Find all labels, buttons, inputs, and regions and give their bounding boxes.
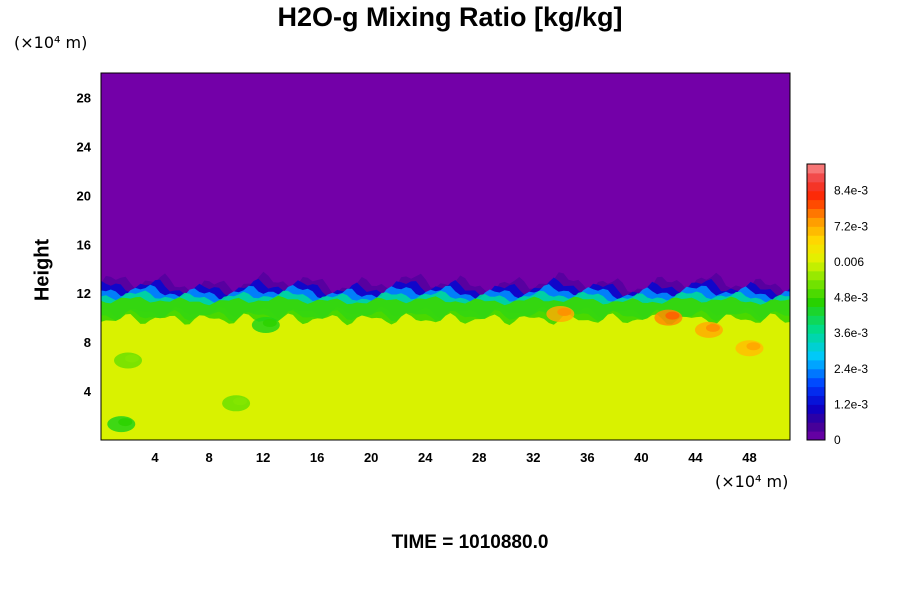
colorbar-tick-label: 0 [834,433,841,447]
y-tick-label: 8 [84,335,91,350]
colorbar-segment [807,172,825,183]
x-tick-label: 36 [580,450,594,465]
colorbar-segment [807,404,825,414]
x-axis-unit: (×10⁴ m) [715,472,789,491]
colorbar-segment [807,395,825,405]
colorbar-tick-label: 7.2e-3 [834,219,868,233]
x-tick-label: 8 [205,450,212,465]
colorbar-segment [807,413,825,423]
colorbar-tick-label: 3.6e-3 [834,326,868,340]
time-label: TIME = 1010880.0 [391,532,549,553]
x-tick-label: 48 [742,450,756,465]
colorbar-frame [806,163,826,441]
lower-moist-region [101,302,790,440]
colorbar-tick-label: 4.8e-3 [834,291,868,305]
colorbar-segment [807,199,825,210]
y-axis-unit: (×10⁴ m) [14,33,88,52]
dry-patch [262,319,277,328]
colorbar-segment [807,350,825,361]
colorbar-tick-label: 0.006 [834,255,864,269]
colorbar-tick-label: 1.2e-3 [834,397,868,411]
colorbar-segment [807,368,825,379]
interface-band [101,295,790,326]
colorbar-tick-label: 8.4e-3 [834,184,868,198]
colorbar-segment [807,244,825,254]
x-tick-label: 32 [526,450,540,465]
colorbar-segment [807,315,825,325]
x-tick-label: 40 [634,450,648,465]
dry-patch [233,397,248,406]
colorbar-segment [807,342,825,352]
colorbar-segment [807,422,825,432]
colorbar-segment [807,164,825,174]
moist-patch [746,342,761,351]
x-tick-label: 44 [688,450,703,465]
colorbar-tick-label: 2.4e-3 [834,362,868,376]
y-tick-label: 16 [77,237,91,252]
colorbar-segment [807,359,825,370]
colorbar-segment [807,324,825,334]
moist-patch [557,307,572,316]
colorbar-segment [807,431,825,441]
upper-dry-region [101,73,790,303]
moist-patch [705,323,720,332]
x-tick-label: 16 [310,450,324,465]
dry-patch [118,418,133,427]
y-tick-label: 24 [77,139,92,154]
colorbar-segment [807,208,825,218]
colorbar-segment [807,288,825,299]
plot-frame [100,72,791,441]
colorbar-segment [807,306,825,316]
colorbar-segment [807,217,825,227]
x-tick-label: 20 [364,450,378,465]
colorbar-segment [807,235,825,245]
x-tick-label: 24 [418,450,433,465]
colorbar-segment [807,377,825,388]
colorbar-segment [807,270,825,281]
colorbar-segment [807,253,825,263]
y-tick-label: 20 [77,188,91,203]
colorbar-segment [807,386,825,396]
colorbar-segment [807,279,825,290]
chart-title: H2O-g Mixing Ratio [kg/kg] [277,2,623,32]
dry-patch [125,354,140,363]
x-tick-label: 4 [151,450,159,465]
colorbar-segment [807,190,825,201]
x-tick-label: 28 [472,450,486,465]
colorbar-segment [807,261,825,272]
colorbar-segment [807,181,825,192]
colorbar-segment [807,297,825,307]
colorbar-segment [807,333,825,343]
y-tick-label: 4 [84,384,92,399]
y-tick-label: 28 [77,90,91,105]
moist-patch [665,311,680,320]
colorbar-segment [807,226,825,236]
x-tick-label: 12 [256,450,270,465]
y-tick-label: 12 [77,286,91,301]
